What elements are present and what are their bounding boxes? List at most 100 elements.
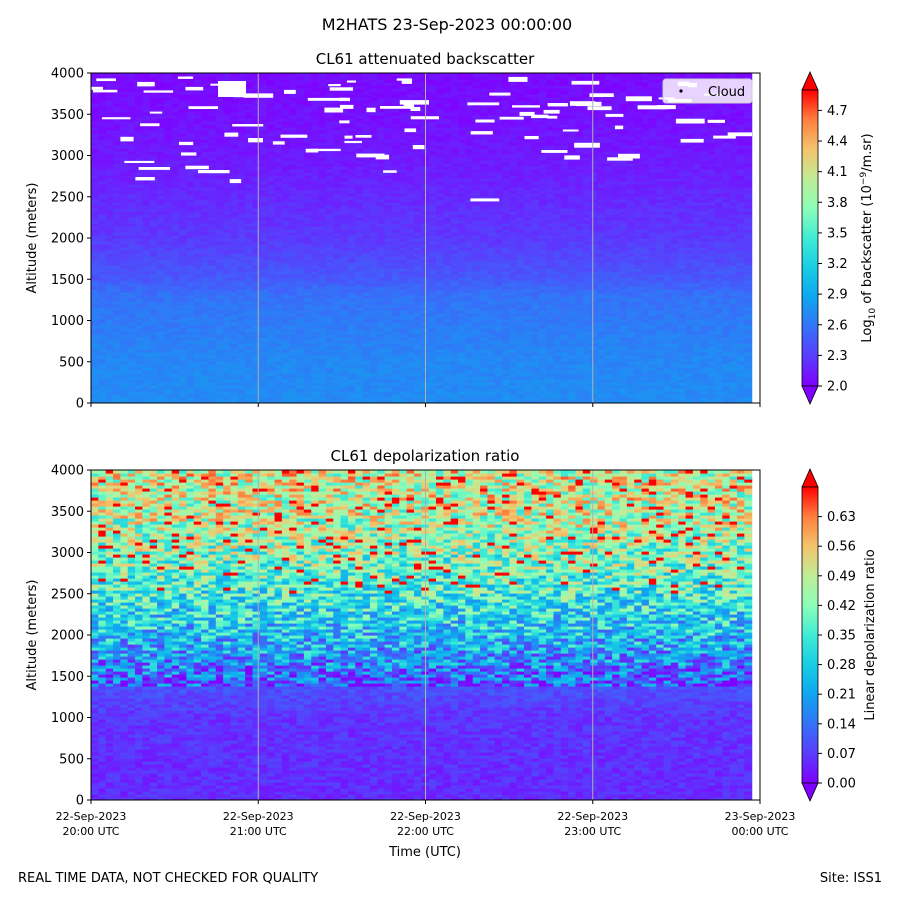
heatmap-cell [98, 298, 107, 302]
heatmap-cell [707, 259, 716, 263]
heatmap-cell [362, 298, 371, 302]
heatmap-cell [311, 343, 320, 347]
heatmap-cell [553, 325, 562, 329]
heatmap-cell [612, 298, 621, 302]
heatmap-cell [538, 280, 547, 284]
heatmap-cell [436, 307, 444, 311]
heatmap-cell [362, 370, 371, 374]
heatmap-cell [634, 259, 643, 263]
heatmap-cell [362, 295, 371, 299]
heatmap-cell [325, 349, 334, 353]
heatmap-cell [480, 271, 488, 275]
heatmap-cell [384, 274, 393, 278]
heatmap-cell [237, 262, 246, 266]
heatmap-cell [215, 337, 224, 341]
heatmap-cell [355, 346, 364, 350]
heatmap-cell [524, 238, 533, 242]
heatmap-cell [604, 355, 613, 359]
heatmap-cell [91, 265, 99, 269]
heatmap-cell [223, 352, 232, 356]
heatmap-cell [274, 328, 283, 332]
heatmap-cell [619, 346, 628, 350]
heatmap-cell [612, 289, 621, 293]
heatmap-cell [663, 265, 672, 269]
heatmap-cell [105, 370, 114, 374]
heatmap-cell [274, 337, 283, 341]
heatmap-cell [546, 367, 555, 371]
heatmap-cell [325, 250, 334, 254]
heatmap-cell [384, 244, 393, 248]
heatmap-cell [157, 364, 165, 368]
heatmap-cell [296, 301, 305, 305]
heatmap-cell [648, 241, 657, 245]
heatmap-cell [384, 391, 393, 395]
heatmap-cell [692, 265, 701, 269]
heatmap-cell [597, 397, 606, 401]
heatmap-cell [729, 283, 738, 287]
heatmap-cell [722, 301, 731, 305]
heatmap-cell [612, 391, 621, 395]
heatmap-cell [546, 346, 555, 350]
heatmap-cell [149, 319, 158, 323]
heatmap-cell [736, 400, 745, 403]
heatmap-cell [406, 346, 415, 350]
heatmap-cell [113, 343, 121, 347]
heatmap-cell [575, 292, 584, 296]
heatmap-cell [333, 274, 342, 278]
heatmap-cell [105, 283, 114, 287]
heatmap-cell [465, 355, 474, 359]
heatmap-cell [245, 343, 254, 347]
heatmap-cell [590, 283, 599, 287]
heatmap-cell [678, 340, 687, 344]
heatmap-cell [113, 265, 121, 269]
heatmap-cell [267, 316, 276, 320]
heatmap-cell [472, 298, 481, 302]
heatmap-cell [568, 304, 577, 308]
heatmap-cell [303, 235, 312, 239]
heatmap-cell [612, 379, 621, 383]
heatmap-cell [494, 346, 503, 350]
heatmap-cell [612, 334, 621, 338]
heatmap-cell [127, 313, 136, 317]
heatmap-cell [531, 367, 540, 371]
heatmap-cell [524, 307, 533, 311]
heatmap-cell [303, 253, 312, 257]
heatmap-cell [516, 259, 525, 263]
heatmap-cell [648, 373, 657, 377]
heatmap-cell [333, 346, 342, 350]
heatmap-cell [245, 307, 254, 311]
heatmap-cell [568, 289, 577, 293]
heatmap-cell [502, 238, 510, 242]
heatmap-cell [208, 256, 217, 260]
heatmap-cell [149, 316, 158, 320]
heatmap-cell [120, 301, 129, 305]
heatmap-cell [692, 397, 701, 401]
heatmap-cell [692, 340, 701, 344]
heatmap-cell [619, 277, 628, 281]
heatmap-cell [142, 295, 151, 299]
heatmap-cell [538, 358, 547, 362]
heatmap-cell [546, 238, 555, 242]
heatmap-cell [296, 325, 305, 329]
heatmap-cell [281, 382, 290, 386]
heatmap-cell [472, 364, 481, 368]
heatmap-cell [267, 265, 276, 269]
heatmap-cell [582, 355, 591, 359]
heatmap-cell [296, 238, 305, 242]
heatmap-cell [391, 358, 400, 362]
heatmap-cell [127, 376, 136, 380]
heatmap-cell [428, 265, 437, 269]
heatmap-cell [487, 247, 496, 251]
heatmap-cell [127, 388, 136, 392]
heatmap-cell [700, 325, 709, 329]
heatmap-cell [692, 319, 701, 323]
heatmap-cell [223, 358, 232, 362]
heatmap-cell [685, 322, 694, 326]
heatmap-cell [252, 274, 261, 278]
heatmap-cell [641, 367, 650, 371]
heatmap-cell [678, 358, 687, 362]
heatmap-cell [729, 346, 738, 350]
heatmap-cell [626, 295, 635, 299]
heatmap-cell [553, 289, 562, 293]
heatmap-cell [208, 400, 217, 403]
